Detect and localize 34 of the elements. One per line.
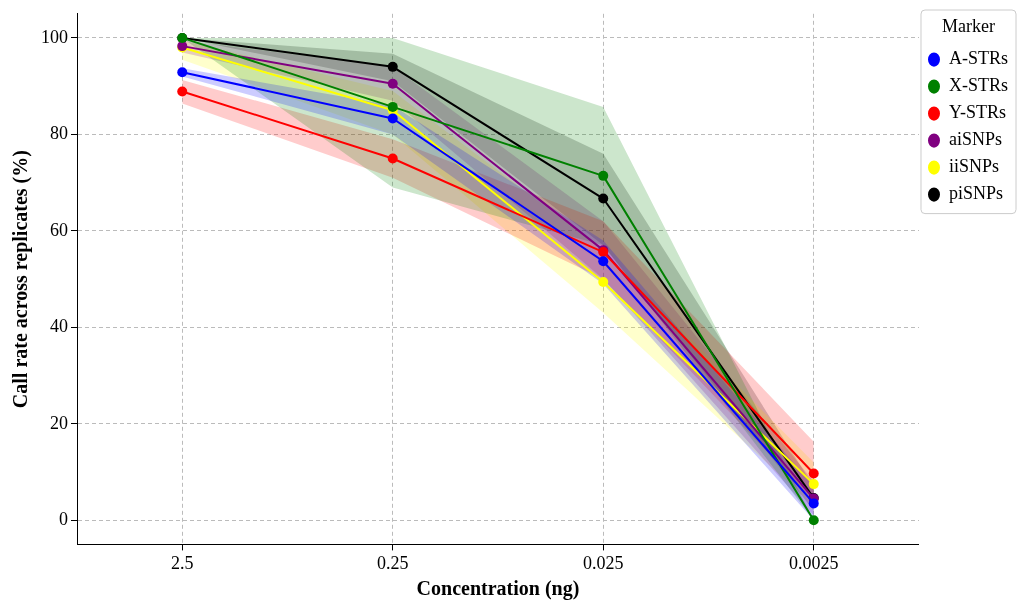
point [177,86,188,97]
point [808,515,819,526]
legend-title: Marker [942,15,995,36]
point [598,170,609,181]
point [598,193,609,204]
point [808,479,819,490]
x-tick-label: 0.025 [582,552,624,573]
y-tick-label: 20 [50,412,68,433]
point [387,153,398,164]
y-tick-label: 80 [50,123,68,144]
legend-label: Y-STRs [948,102,1007,123]
legend-label: iiSNPs [948,156,1000,177]
x-tick-label: 0.25 [377,552,409,573]
point [808,468,819,479]
y-tick-label: 100 [41,26,68,47]
point [387,113,398,124]
legend-label: piSNPs [948,183,1004,204]
x-tick-label: 2.5 [171,552,194,573]
legend-label: aiSNPs [948,129,1003,150]
y-tick-label: 40 [50,316,68,337]
point [808,498,819,509]
legend-label: X-STRs [948,75,1009,96]
point [387,61,398,72]
point [387,78,398,89]
point [598,276,609,287]
y-tick-label: 0 [59,509,68,530]
y-tick-label: 60 [50,219,68,240]
point [598,256,609,267]
x-tick-label: 0.0025 [788,552,839,573]
y-axis-title: Call rate across replicates (%) [9,150,33,409]
point [387,101,398,112]
legend-label: A-STRs [948,48,1009,69]
x-axis-title: Concentration (ng) [416,577,580,601]
point [177,67,188,78]
